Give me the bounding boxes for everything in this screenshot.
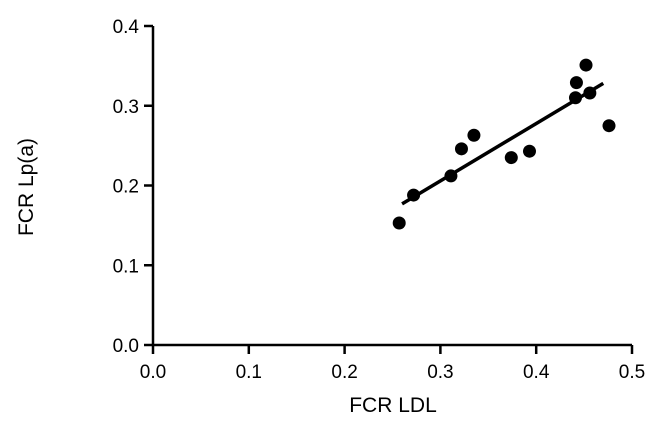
data-point — [602, 119, 616, 133]
x-tick-label: 0.5 — [619, 362, 645, 383]
x-tick-label: 0.4 — [523, 362, 550, 383]
x-tick-label: 0.1 — [236, 362, 262, 383]
data-point — [522, 144, 536, 158]
data-point — [583, 86, 597, 100]
data-points — [392, 58, 616, 230]
data-point — [467, 128, 481, 142]
data-point — [444, 169, 458, 183]
x-tick-label: 0.0 — [140, 362, 166, 383]
data-point — [504, 151, 518, 165]
data-point — [569, 76, 583, 90]
y-tick-label: 0.0 — [113, 336, 139, 357]
regression-line — [401, 81, 605, 206]
y-tick-label: 0.1 — [113, 256, 139, 277]
ticks: 0.0 0.1 0.2 0.3 0.4 0.5 0.0 0.1 0.2 0.3 0.4 — [113, 17, 646, 383]
data-point — [392, 216, 406, 230]
data-point — [454, 142, 468, 156]
regression-line-group — [401, 81, 605, 206]
data-point — [579, 58, 593, 72]
y-axis-title: FCR Lp(a) — [15, 138, 38, 236]
y-tick-label: 0.2 — [113, 177, 139, 198]
axes — [151, 26, 632, 347]
x-axis-title: FCR LDL — [349, 394, 437, 417]
y-tick-label: 0.3 — [113, 97, 139, 118]
y-tick-label: 0.4 — [113, 17, 140, 38]
data-point — [407, 188, 421, 202]
x-tick-label: 0.3 — [427, 362, 453, 383]
data-point — [568, 91, 582, 105]
x-tick-label: 0.2 — [331, 362, 357, 383]
